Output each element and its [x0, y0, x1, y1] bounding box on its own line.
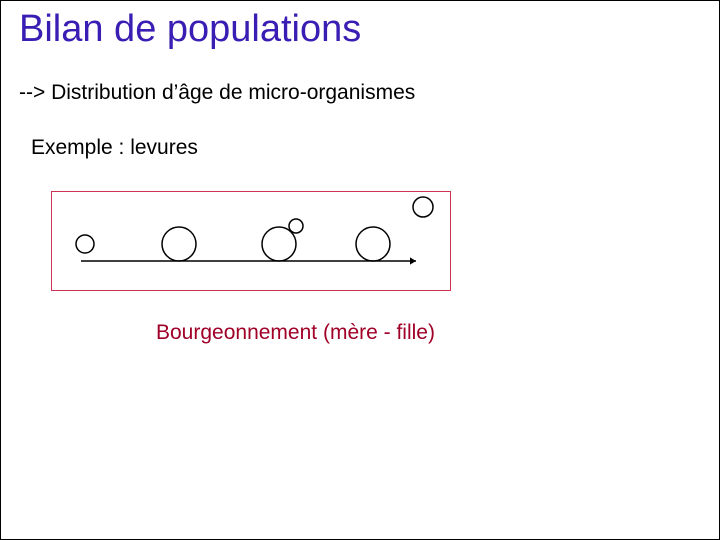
cell-circle	[262, 227, 296, 261]
cell-circle	[289, 219, 303, 233]
slide: Bilan de populations --> Distribution d’…	[0, 0, 720, 540]
cell-circle	[162, 227, 196, 261]
cell-circle	[76, 235, 94, 253]
cell-circle	[356, 227, 390, 261]
cells-group	[76, 197, 433, 261]
diagram-caption: Bourgeonnement (mère - fille)	[156, 321, 435, 345]
arrow-axis	[81, 257, 416, 264]
cell-circle	[413, 197, 433, 217]
budding-diagram	[1, 1, 720, 540]
